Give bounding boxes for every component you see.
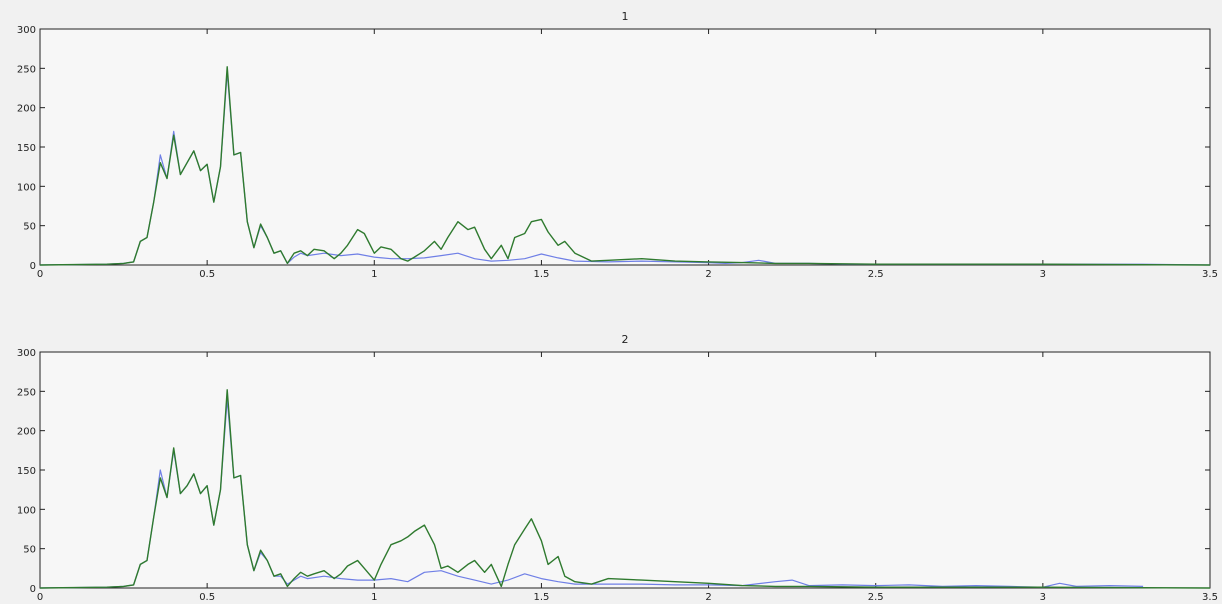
subplot-2-title: 2: [622, 333, 629, 346]
subplot-2-ytick-label: 50: [23, 545, 36, 556]
subplot-1-xtick-label: 0.5: [199, 269, 215, 280]
subplot-2-ytick-label: 250: [17, 387, 36, 398]
subplot-1-axes: [39, 28, 1211, 266]
subplot-1-ytick-label: 100: [17, 182, 36, 193]
subplot-1-ytick-label: 150: [17, 143, 36, 154]
subplot-1-xtick-label: 0: [37, 269, 43, 280]
subplot-2-xtick-label: 1: [371, 592, 377, 600]
subplot-1-ytick-label: 250: [17, 64, 36, 75]
subplot-2-xtick-label: 0.5: [199, 592, 215, 600]
subplot-2-ytick-label: 100: [17, 505, 36, 516]
subplot-2-xtick-label: 1.5: [533, 592, 549, 600]
subplot-1-ytick-label: 50: [23, 222, 36, 233]
subplot-2-xtick-label: 3.5: [1202, 592, 1218, 600]
subplot-1-xtick-label: 3: [1040, 269, 1046, 280]
subplot-1: 1 0 0.5 1 1.5 2 2.5 3 3.5 0 50 100 150 200 250 300: [17, 10, 1218, 280]
subplot-1-xtick-label: 1: [371, 269, 377, 280]
subplot-2-axes: [39, 351, 1211, 589]
subplot-1-series: [39, 66, 1211, 266]
subplot-1-series-line-2: [39, 66, 1211, 266]
subplot-2-xtick-label: 3: [1040, 592, 1046, 600]
subplot-2-ticks: 0 0.5 1 1.5 2 2.5 3 3.5 0 50 100 150 200 250 300: [17, 348, 1218, 603]
subplot-1-xtick-label: 2: [705, 269, 711, 280]
subplot-2-series-line-2: [39, 389, 1211, 589]
subplot-2-ytick-label: 150: [17, 466, 36, 477]
subplot-2-xtick-label: 2: [705, 592, 711, 600]
subplot-2-series: [39, 389, 1211, 589]
subplot-1-ytick-label: 300: [17, 25, 36, 36]
subplot-1-title: 1: [622, 10, 629, 23]
subplot-2-ytick-label: 0: [30, 584, 36, 595]
subplot-1-xtick-label: 1.5: [533, 269, 549, 280]
subplot-1-ytick-label: 200: [17, 104, 36, 115]
subplot-2: 2 0 0.5 1 1.5 2 2.5 3 3.5 0 50 100 150 200 250 300: [17, 333, 1218, 603]
subplot-2-xtick-label: 2.5: [868, 592, 884, 600]
subplot-1-ytick-label: 0: [30, 261, 36, 272]
subplot-1-xtick-label: 2.5: [868, 269, 884, 280]
subplot-1-xtick-label: 3.5: [1202, 269, 1218, 280]
subplot-2-ytick-label: 200: [17, 427, 36, 438]
subplot-2-ytick-label: 300: [17, 348, 36, 359]
subplot-2-xtick-label: 0: [37, 592, 43, 600]
